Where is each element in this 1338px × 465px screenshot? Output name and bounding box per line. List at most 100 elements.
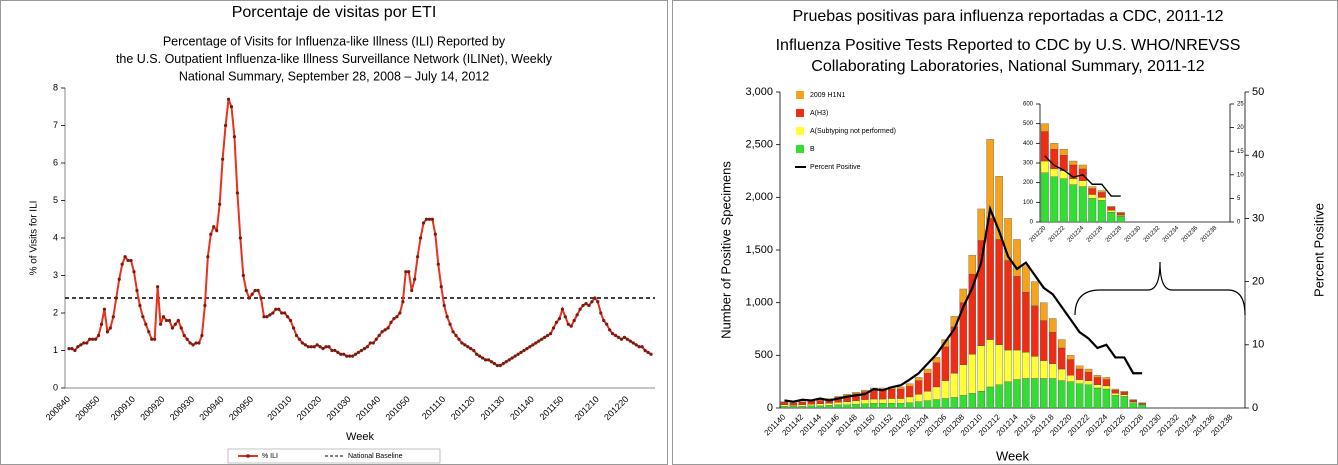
marker xyxy=(309,345,313,349)
bar-segment xyxy=(834,404,842,409)
bar-segment xyxy=(789,402,798,404)
marker xyxy=(430,217,434,221)
bar-segment xyxy=(1040,123,1049,132)
bar-segment xyxy=(932,362,941,388)
bar-segment xyxy=(905,386,914,398)
bar-segment xyxy=(977,208,985,241)
marker xyxy=(365,345,369,349)
marker xyxy=(339,352,343,356)
marker xyxy=(144,322,148,326)
bar-segment xyxy=(1111,393,1120,396)
marker xyxy=(439,285,443,289)
legend-box xyxy=(227,448,441,464)
marker xyxy=(70,347,74,351)
bar-segment xyxy=(1084,368,1093,373)
bar-segment xyxy=(1093,377,1102,385)
y2-tick-label: 10 xyxy=(1252,339,1264,351)
marker xyxy=(356,350,361,354)
marker xyxy=(294,333,299,338)
bar-segment xyxy=(1138,402,1146,404)
marker xyxy=(581,303,585,308)
bar-segment xyxy=(798,404,807,407)
bar-segment xyxy=(968,354,976,394)
marker xyxy=(353,352,358,356)
marker xyxy=(321,347,325,351)
marker xyxy=(454,333,458,338)
bar-segment xyxy=(1040,172,1049,223)
marker xyxy=(158,322,163,326)
bar-segment xyxy=(1040,378,1048,409)
legend-swatch xyxy=(796,127,804,135)
marker xyxy=(418,236,423,240)
bar-segment xyxy=(905,402,914,409)
marker xyxy=(244,288,248,293)
marker xyxy=(392,317,396,321)
bar-segment xyxy=(995,344,1003,385)
bar-segment xyxy=(1040,302,1048,321)
bar-segment xyxy=(798,401,807,403)
marker xyxy=(613,333,618,338)
bar-segment xyxy=(1088,186,1097,189)
marker xyxy=(167,318,172,323)
marker xyxy=(170,326,175,330)
marker xyxy=(451,330,455,334)
legend-label: A(Subtyping not performed) xyxy=(810,128,896,135)
marker xyxy=(117,277,121,281)
y-tick-label: 500 xyxy=(1023,121,1034,127)
bar-segment xyxy=(1049,332,1057,364)
marker xyxy=(498,363,502,368)
marker xyxy=(259,296,263,300)
bar-segment xyxy=(1097,200,1106,223)
marker xyxy=(200,333,204,338)
bar-segment xyxy=(1107,207,1116,211)
marker xyxy=(540,337,544,341)
marker xyxy=(516,352,520,356)
bar-segment xyxy=(941,346,950,381)
marker xyxy=(531,343,535,347)
legend-label: National Baseline xyxy=(348,453,403,460)
legend-label: 2009 H1N1 xyxy=(810,92,846,99)
marker xyxy=(492,362,497,366)
y-tick-label: 0 xyxy=(1030,220,1034,226)
bar-segment xyxy=(1004,381,1012,409)
marker xyxy=(495,363,499,368)
bar-segment xyxy=(1116,212,1125,216)
marker xyxy=(640,345,644,349)
marker xyxy=(457,337,461,341)
marker xyxy=(256,288,260,293)
marker xyxy=(368,341,372,345)
bar-segment xyxy=(780,402,789,405)
bar-segment xyxy=(1013,379,1021,409)
marker xyxy=(386,326,390,330)
bar-segment xyxy=(807,404,816,407)
marker xyxy=(537,339,541,343)
bar-segment xyxy=(959,395,968,409)
y2-tick-label: 30 xyxy=(1252,212,1264,224)
bar-segment xyxy=(852,392,860,394)
bar-segment xyxy=(879,389,887,400)
chart-subtitle: the U.S. Outpatient Influenza-like Illne… xyxy=(116,52,553,66)
bar-segment xyxy=(843,401,851,405)
marker xyxy=(371,341,375,345)
bar-segment xyxy=(1066,355,1075,360)
marker xyxy=(475,352,479,356)
bar-segment xyxy=(1138,403,1146,405)
marker xyxy=(114,296,118,300)
bar-segment xyxy=(1057,347,1066,370)
legend-marker xyxy=(246,454,250,458)
bar-segment xyxy=(1107,206,1116,208)
marker xyxy=(525,347,529,351)
marker xyxy=(486,358,491,362)
marker xyxy=(203,303,207,308)
marker xyxy=(108,326,112,330)
bar-segment xyxy=(932,357,941,363)
legend-swatch xyxy=(796,109,804,117)
y-tick-label: 3 xyxy=(53,270,58,280)
marker xyxy=(608,328,612,332)
line xyxy=(1044,155,1121,197)
bar-segment xyxy=(1084,380,1093,385)
bar-segment xyxy=(995,384,1003,409)
bar-segment xyxy=(914,401,923,409)
bar-segment xyxy=(1102,385,1111,390)
